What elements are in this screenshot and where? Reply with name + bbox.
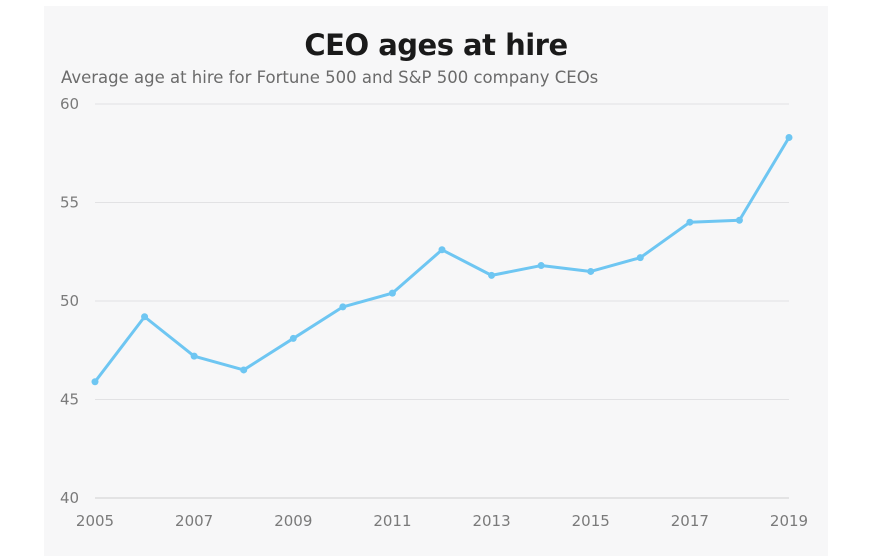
data-point-2011 <box>388 289 396 297</box>
chart-title: CEO ages at hire <box>304 28 568 62</box>
x-tick-label-2019: 2019 <box>770 512 808 530</box>
x-tick-label-2015: 2015 <box>572 512 610 530</box>
data-point-2005 <box>91 378 99 386</box>
y-tick-label-45: 45 <box>60 391 79 409</box>
data-point-2010 <box>339 303 347 311</box>
x-tick-label-2011: 2011 <box>373 512 411 530</box>
data-point-2018 <box>735 216 743 224</box>
y-tick-label-40: 40 <box>60 489 79 507</box>
data-point-2007 <box>190 352 198 360</box>
chart-panel: CEO ages at hire Average age at hire for… <box>44 6 828 556</box>
y-tick-label-50: 50 <box>60 292 79 310</box>
data-point-2006 <box>141 313 149 321</box>
x-tick-label-2005: 2005 <box>76 512 114 530</box>
data-point-2013 <box>488 271 496 279</box>
data-point-2008 <box>240 366 248 374</box>
chart-subtitle: Average age at hire for Fortune 500 and … <box>61 68 599 87</box>
data-point-2019 <box>785 133 793 141</box>
x-tick-label-2009: 2009 <box>274 512 312 530</box>
data-point-2012 <box>438 246 446 254</box>
x-tick-label-2017: 2017 <box>671 512 709 530</box>
data-point-2016 <box>636 254 644 262</box>
data-point-2009 <box>289 334 297 342</box>
x-tick-label-2013: 2013 <box>472 512 510 530</box>
data-point-2014 <box>537 262 545 270</box>
y-tick-label-60: 60 <box>60 95 79 113</box>
series-line-0 <box>93 135 791 384</box>
data-point-2015 <box>587 267 595 275</box>
x-tick-label-2007: 2007 <box>175 512 213 530</box>
y-tick-label-55: 55 <box>60 194 79 212</box>
data-point-2017 <box>686 218 694 226</box>
